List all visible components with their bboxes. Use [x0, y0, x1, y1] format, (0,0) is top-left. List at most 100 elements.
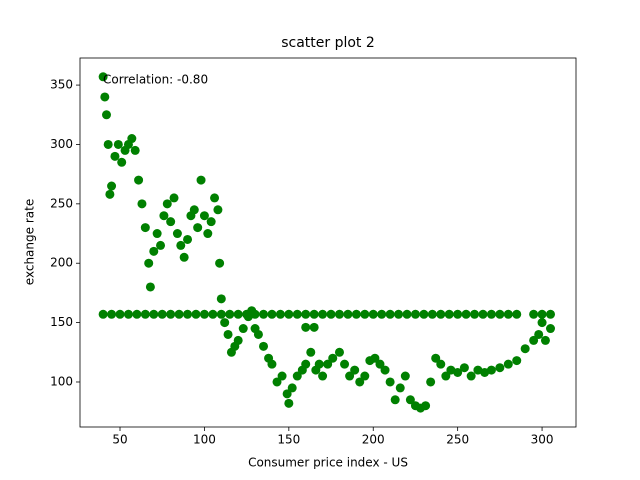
scatter-point [140, 309, 150, 319]
scatter-point [233, 335, 243, 345]
annotation: Correlation: -0.80 [103, 73, 208, 87]
scatter-point [149, 246, 159, 256]
scatter-point [277, 371, 287, 381]
scatter-point [206, 217, 216, 227]
scatter-point [546, 309, 556, 319]
scatter-point [159, 211, 169, 221]
x-tick-label: 200 [362, 433, 385, 447]
scatter-point [459, 363, 469, 373]
scatter-point [137, 199, 147, 209]
scatter-point [495, 363, 505, 373]
scatter-point [478, 309, 488, 319]
scatter-point [216, 309, 226, 319]
scatter-point [199, 211, 209, 221]
scatter-point [436, 359, 446, 369]
y-tick-label: 150 [50, 315, 73, 329]
scatter-point [343, 309, 353, 319]
scatter-point [306, 347, 316, 357]
scatter-point [444, 309, 454, 319]
scatter-point [390, 395, 400, 405]
plot-frame [79, 57, 577, 428]
scatter-point [534, 329, 544, 339]
scatter-point [441, 371, 451, 381]
scatter-point [145, 282, 155, 292]
scatter-point [98, 72, 108, 82]
scatter-point [301, 322, 311, 332]
scatter-point [334, 347, 344, 357]
scatter-point [405, 395, 415, 405]
scatter-point [292, 309, 302, 319]
scatter-point [134, 175, 144, 185]
scatter-point [179, 252, 189, 262]
scatter-point [140, 223, 150, 233]
scatter-point [183, 309, 193, 319]
scatter-point [267, 309, 277, 319]
scatter-point [156, 240, 166, 250]
scatter-point [340, 359, 350, 369]
scatter-point [480, 367, 490, 377]
scatter-point [529, 309, 539, 319]
scatter-point [360, 371, 370, 381]
scatter-point [512, 356, 522, 366]
scatter-point [427, 309, 437, 319]
scatter-point [267, 359, 277, 369]
scatter-point [216, 294, 226, 304]
scatter-point [326, 309, 336, 319]
scatter-point [314, 359, 324, 369]
scatter-point [107, 181, 117, 191]
scatter-point [375, 359, 385, 369]
scatter-point [115, 309, 125, 319]
scatter-point [370, 353, 380, 363]
scatter-point [377, 309, 387, 319]
scatter-point [301, 359, 311, 369]
scatter-point [395, 383, 405, 393]
scatter-point [368, 309, 378, 319]
scatter-point [292, 371, 302, 381]
scatter-point [117, 157, 127, 167]
scatter-point [466, 371, 476, 381]
scatter-point [470, 309, 480, 319]
scatter-point [309, 309, 319, 319]
scatter-point [193, 223, 203, 233]
scatter-point [247, 306, 257, 316]
scatter-point [284, 398, 294, 408]
scatter-point [419, 309, 429, 319]
scatter-point [220, 318, 230, 328]
scatter-point [253, 329, 263, 339]
scatter-point [107, 309, 117, 319]
scatter-point [176, 240, 186, 250]
y-tick-label: 200 [50, 256, 73, 270]
scatter-point [473, 365, 483, 375]
x-tick-label: 50 [112, 433, 127, 447]
scatter-point [259, 341, 269, 351]
scatter-point [461, 309, 471, 319]
scatter-point [334, 309, 344, 319]
scatter-point [157, 309, 167, 319]
x-tick-label: 300 [531, 433, 554, 447]
scatter-point [152, 229, 162, 239]
scatter-point [540, 335, 550, 345]
scatter-point [520, 344, 530, 354]
scatter-point [410, 309, 420, 319]
scatter-point [259, 309, 269, 319]
scatter-point [149, 309, 159, 319]
scatter-point [318, 371, 328, 381]
scatter-point [102, 110, 112, 120]
chart-title: scatter plot 2 [281, 35, 375, 51]
x-tick-label: 150 [277, 433, 300, 447]
scatter-point [272, 377, 282, 387]
y-tick-label: 250 [50, 196, 73, 210]
scatter-point [350, 365, 360, 375]
scatter-point [203, 229, 213, 239]
scatter-point [282, 389, 292, 399]
scatter-point [426, 377, 436, 387]
scatter-point [309, 322, 319, 332]
scatter-point [546, 324, 556, 334]
scatter-point [144, 258, 154, 268]
scatter-point [446, 365, 456, 375]
scatter-point [360, 309, 370, 319]
scatter-point [301, 309, 311, 319]
scatter-point [233, 309, 243, 319]
scatter-point [127, 134, 137, 144]
